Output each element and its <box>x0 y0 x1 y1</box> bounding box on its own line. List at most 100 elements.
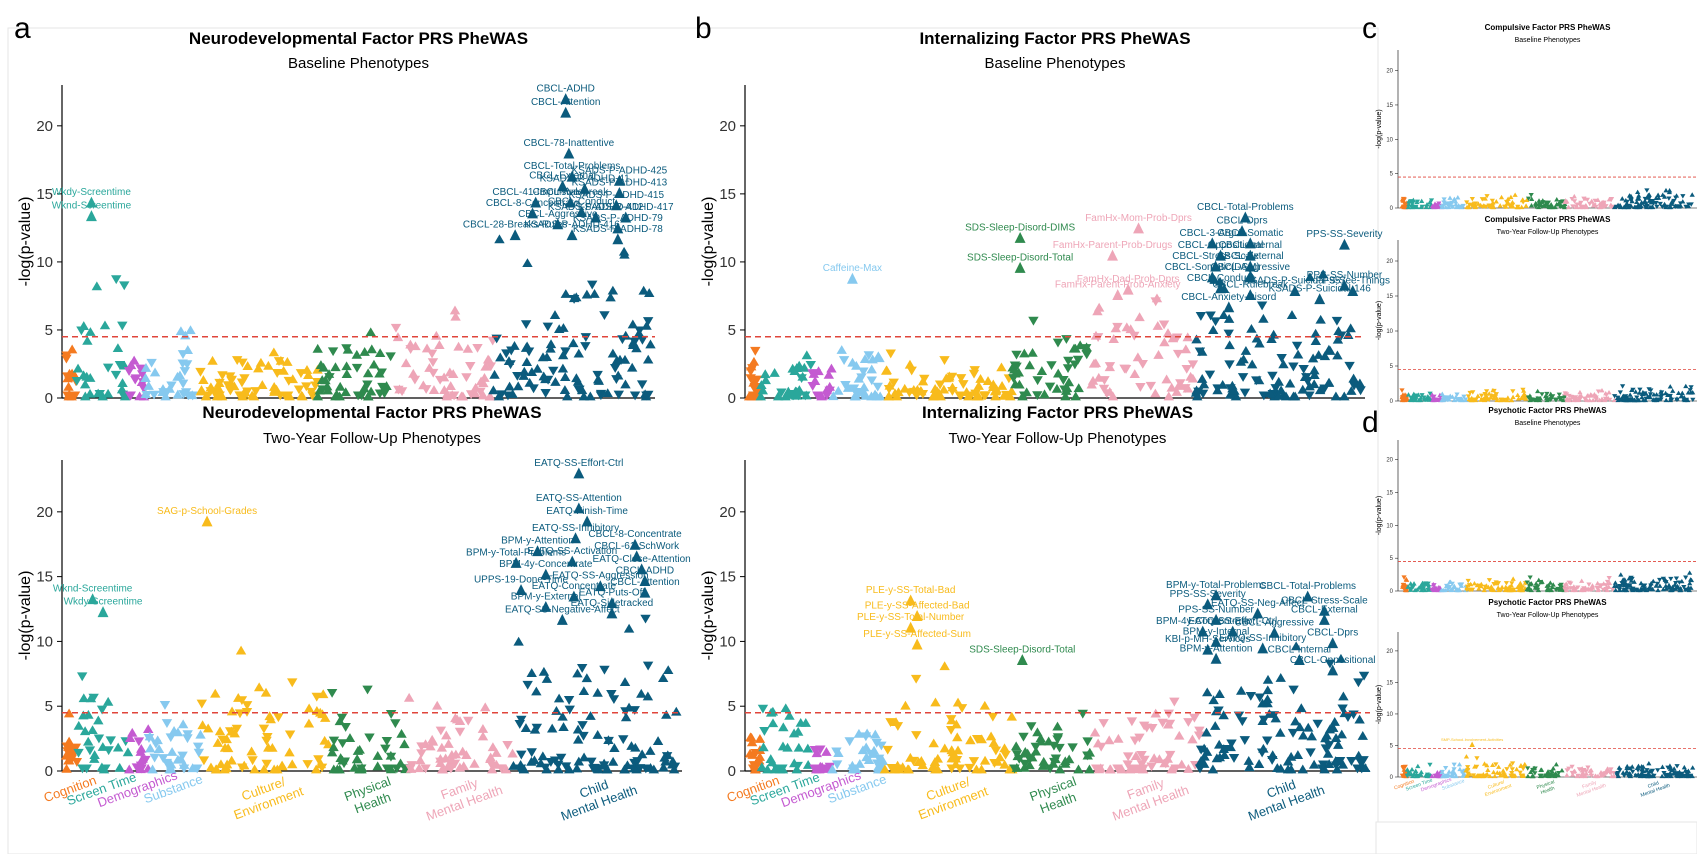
phenotype-point <box>1660 576 1666 582</box>
phenotype-point <box>413 763 425 773</box>
labeled-phenotype-point <box>1302 590 1314 602</box>
x-category-label-child-mental-health: ChildMental Health <box>1638 777 1671 799</box>
phenotype-point <box>489 369 500 379</box>
labeled-phenotype-point <box>1469 741 1475 747</box>
y-tick-label: 20 <box>719 504 736 521</box>
phenotype-label: CBCL-Total-Problems <box>524 161 621 172</box>
phenotype-point <box>1615 395 1621 401</box>
phenotype-point <box>249 764 260 774</box>
phenotype-point <box>1456 762 1463 767</box>
phenotype-point <box>339 757 351 767</box>
phenotype-point <box>1439 773 1446 779</box>
phenotype-point <box>1646 394 1653 399</box>
phenotype-point <box>620 330 631 340</box>
phenotype-point <box>996 381 1008 390</box>
phenotype-point <box>1135 383 1146 392</box>
phenotype-point <box>1414 199 1420 204</box>
phenotype-point <box>1275 763 1286 773</box>
phenotype-point <box>749 383 760 392</box>
phenotype-point <box>166 747 178 756</box>
phenotype-point <box>1304 272 1316 282</box>
labeled-phenotype-point <box>1215 282 1227 294</box>
phenotype-point <box>1466 202 1473 208</box>
phenotype-point <box>1129 764 1140 774</box>
phenotype-point <box>1555 201 1562 207</box>
phenotype-point <box>496 764 507 774</box>
y-tick-label: 0 <box>1390 399 1394 405</box>
phenotype-point <box>1290 641 1302 651</box>
phenotype-point <box>853 373 865 383</box>
phenotype-point <box>589 763 600 773</box>
phenotype-point <box>1409 766 1415 772</box>
phenotype-label: CBCL-Conduct <box>548 197 615 208</box>
phenotype-point <box>475 387 486 397</box>
phenotype-point <box>501 764 512 774</box>
labeled-phenotype-point <box>1244 237 1256 249</box>
phenotype-point <box>334 391 345 401</box>
phenotype-label: FamHx-Mom-Prob-Dprs <box>1085 213 1192 224</box>
phenotype-point <box>573 734 584 744</box>
phenotype-label: KSADS-P-ADHD-41 <box>540 173 630 184</box>
phenotype-point <box>351 363 363 373</box>
phenotype-point <box>1208 325 1219 335</box>
phenotype-point <box>573 756 585 766</box>
phenotype-point <box>1609 587 1616 592</box>
phenotype-point <box>559 372 571 382</box>
y-axis-label: -log(p-value) <box>1376 109 1383 148</box>
phenotype-point <box>1629 576 1635 582</box>
phenotype-point <box>1553 587 1559 593</box>
y-tick-label: 0 <box>728 390 736 407</box>
phenotype-point <box>1262 685 1273 695</box>
phenotype-point <box>1413 204 1419 210</box>
phenotype-point <box>1202 687 1213 697</box>
phenotype-point <box>1411 581 1417 586</box>
phenotype-point <box>1639 200 1645 205</box>
phenotype-point <box>1062 364 1074 374</box>
phenotype-point <box>124 764 135 774</box>
phenotype-point <box>1162 753 1174 763</box>
phenotype-label: KSADS-P-ADHD-417 <box>578 202 674 213</box>
phenotype-point <box>518 371 529 380</box>
phenotype-point <box>1273 390 1285 400</box>
phenotype-point <box>1593 397 1599 403</box>
phenotype-point <box>1472 201 1479 206</box>
phenotype-point <box>1323 378 1334 387</box>
phenotype-label: CBCL-Total-Problems <box>1197 202 1294 213</box>
phenotype-point <box>239 387 251 397</box>
phenotype-point <box>987 712 999 722</box>
phenotype-point <box>1088 358 1100 368</box>
phenotype-point <box>644 288 655 298</box>
phenotype-label: EATQ-Close-Attention <box>593 554 691 565</box>
phenotype-point <box>598 761 610 771</box>
phenotype-point <box>157 384 169 393</box>
phenotype-point <box>1082 751 1093 761</box>
phenotype-point <box>1335 653 1347 663</box>
phenotype-point <box>1415 763 1421 769</box>
phenotype-point <box>1603 390 1609 396</box>
phenotype-point <box>748 391 759 401</box>
phenotype-point <box>365 327 376 337</box>
phenotype-point <box>1473 397 1479 403</box>
phenotype-label: CBCL-ADHD <box>616 566 674 577</box>
phenotype-point <box>1592 198 1598 204</box>
phenotype-point <box>62 747 73 757</box>
phenotype-point <box>1082 737 1093 747</box>
phenotype-point <box>503 356 515 365</box>
phenotype-point <box>826 363 837 373</box>
phenotype-point <box>1174 730 1185 740</box>
phenotype-point <box>1413 768 1419 773</box>
labeled-phenotype-point <box>1210 613 1222 625</box>
phenotype-label: KSADS-P-ADHD-413 <box>572 178 668 189</box>
chart-subtitle: Two-Year Follow-Up Phenotypes <box>949 430 1167 447</box>
phenotype-point <box>1290 716 1301 726</box>
phenotype-label: KSADS-P-ADHD-78 <box>573 224 663 235</box>
phenotype-point <box>1581 587 1587 593</box>
phenotype-point <box>619 764 630 774</box>
phenotype-point <box>1039 389 1050 399</box>
phenotype-point <box>1172 349 1184 359</box>
phenotype-point <box>1228 754 1240 763</box>
phenotype-point <box>1408 199 1414 204</box>
labeled-phenotype-point <box>1215 249 1227 261</box>
phenotype-point <box>326 747 338 757</box>
